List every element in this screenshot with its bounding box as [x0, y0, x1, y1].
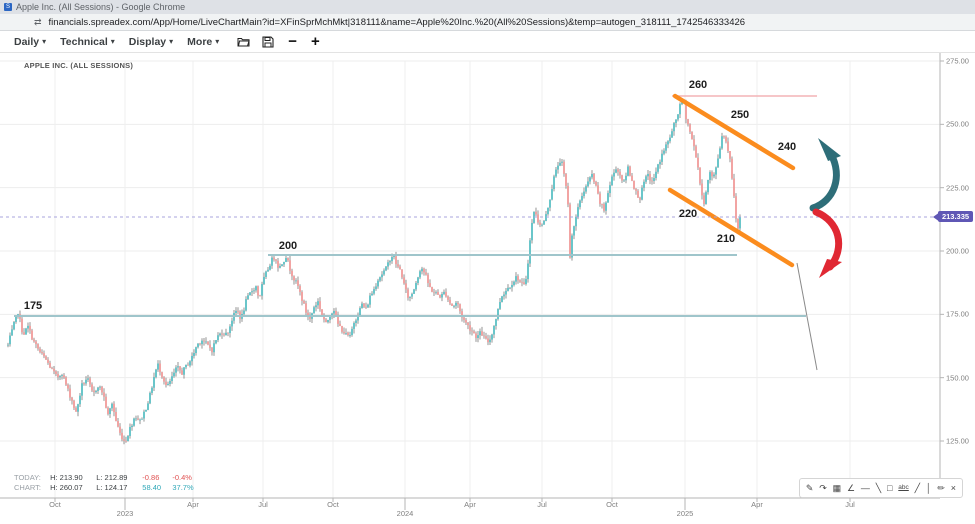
chart-change-pct: 37.7% [172, 482, 194, 492]
close-icon[interactable]: × [950, 483, 957, 493]
chart-high: H: 260.07 [50, 482, 83, 492]
segment-icon[interactable]: ╲ [875, 483, 882, 493]
drawing-toolbar: ✎ ↷ ▦ ∠ — ╲ □ abc ╱ │ ✏ × [799, 478, 963, 498]
y-axis-label: 150.00 [946, 373, 969, 383]
trend-angle-icon[interactable]: ∠ [846, 483, 856, 493]
vertical-line-icon[interactable]: │ [925, 483, 932, 493]
text-tool-icon[interactable]: abc [898, 484, 909, 491]
x-axis-label: 2024 [396, 509, 414, 518]
chart-change: 58.40 [142, 482, 162, 492]
menu-display-label: Display [128, 35, 167, 48]
price-level-annotation: 200 [278, 240, 298, 252]
save-icon[interactable] [262, 35, 274, 48]
menu-more[interactable]: More ▾ [181, 34, 225, 50]
price-level-annotation: 260 [688, 79, 708, 91]
x-axis-label: Oct [327, 500, 339, 509]
horizontal-line-icon[interactable]: — [860, 483, 870, 493]
price-level-annotation: 240 [777, 141, 797, 153]
chart-stats-row: CHART: H: 260.07 L: 124.17 58.40 37.7% [14, 483, 200, 493]
x-axis-label: 2023 [116, 509, 134, 518]
x-axis-label: Jul [258, 500, 268, 509]
current-price-badge: 213.335 [938, 211, 973, 222]
today-label: TODAY: [14, 473, 41, 482]
price-level-annotation: 220 [678, 208, 698, 220]
x-axis-label: 2025 [676, 509, 694, 518]
chevron-down-icon: ▾ [169, 37, 174, 46]
zoom-in-button[interactable]: + [311, 32, 320, 50]
chevron-down-icon: ▾ [42, 37, 47, 46]
today-stats-row: TODAY: H: 213.90 L: 212.89 -0.86 -0.4% [14, 473, 200, 483]
chart-low: L: 124.17 [96, 482, 128, 492]
window-title: Apple Inc. (All Sessions) - Google Chrom… [16, 2, 186, 12]
y-axis-label: 275.00 [946, 56, 969, 66]
price-level-annotation: 210 [716, 233, 736, 245]
x-axis-label: Jul [845, 500, 855, 509]
x-axis-label: Jul [537, 500, 547, 509]
price-level-annotation: 175 [23, 300, 43, 312]
today-change-pct: -0.4% [172, 473, 192, 482]
y-axis-label: 225.00 [946, 183, 969, 193]
chart-label: CHART: [14, 482, 41, 492]
menu-timeframe-label: Daily [14, 35, 40, 48]
diagonal-line-icon[interactable]: ╱ [914, 483, 921, 493]
x-axis-label: Apr [751, 500, 763, 509]
today-change: -0.86 [142, 473, 160, 482]
y-axis-label: 175.00 [946, 309, 969, 319]
site-info-icon[interactable]: ⇄ [34, 16, 42, 27]
menu-technical-label: Technical [60, 35, 108, 48]
pencil-icon[interactable]: ✏ [937, 483, 945, 493]
price-plot-svg [0, 53, 944, 510]
y-axis-label: 250.00 [946, 119, 969, 129]
chevron-down-icon: ▾ [215, 37, 220, 46]
y-axis-label: 200.00 [946, 246, 969, 256]
chart-toolbar: Daily ▾ Technical ▾ Display ▾ More ▾ − + [0, 31, 975, 52]
menu-technical[interactable]: Technical ▾ [54, 34, 121, 50]
x-axis-label: Apr [187, 500, 199, 509]
title-bar: S Apple Inc. (All Sessions) - Google Chr… [0, 0, 975, 14]
chart-instrument-title: APPLE INC. (ALL SESSIONS) [24, 61, 134, 70]
menu-display[interactable]: Display ▾ [123, 34, 179, 50]
x-axis-label: Oct [606, 500, 618, 509]
url-text[interactable]: financials.spreadex.com/App/Home/LiveCha… [48, 16, 746, 28]
y-axis-label: 125.00 [946, 436, 969, 446]
url-bar[interactable]: ⇄ financials.spreadex.com/App/Home/LiveC… [0, 14, 975, 31]
grid-icon[interactable]: ▦ [832, 483, 842, 493]
zoom-out-button[interactable]: − [288, 32, 298, 50]
favicon-icon: S [4, 3, 12, 11]
today-high: H: 213.90 [50, 473, 83, 482]
menu-timeframe[interactable]: Daily ▾ [8, 34, 52, 50]
chart-canvas[interactable]: APPLE INC. (ALL SESSIONS) 275.00 250.00 22… [0, 52, 975, 524]
redo-arrow-icon[interactable]: ↷ [819, 483, 827, 493]
open-folder-icon[interactable] [237, 36, 250, 47]
session-stats: TODAY: H: 213.90 L: 212.89 -0.86 -0.4% C… [14, 473, 200, 492]
x-axis-label: Oct [49, 500, 61, 509]
chevron-down-icon: ▾ [110, 37, 115, 46]
select-pen-icon[interactable]: ✎ [805, 483, 814, 493]
price-level-annotation: 250 [730, 109, 750, 121]
today-low: L: 212.89 [96, 473, 128, 482]
x-axis-label: Apr [464, 500, 476, 509]
menu-more-label: More [187, 35, 213, 48]
rectangle-icon[interactable]: □ [887, 483, 893, 493]
